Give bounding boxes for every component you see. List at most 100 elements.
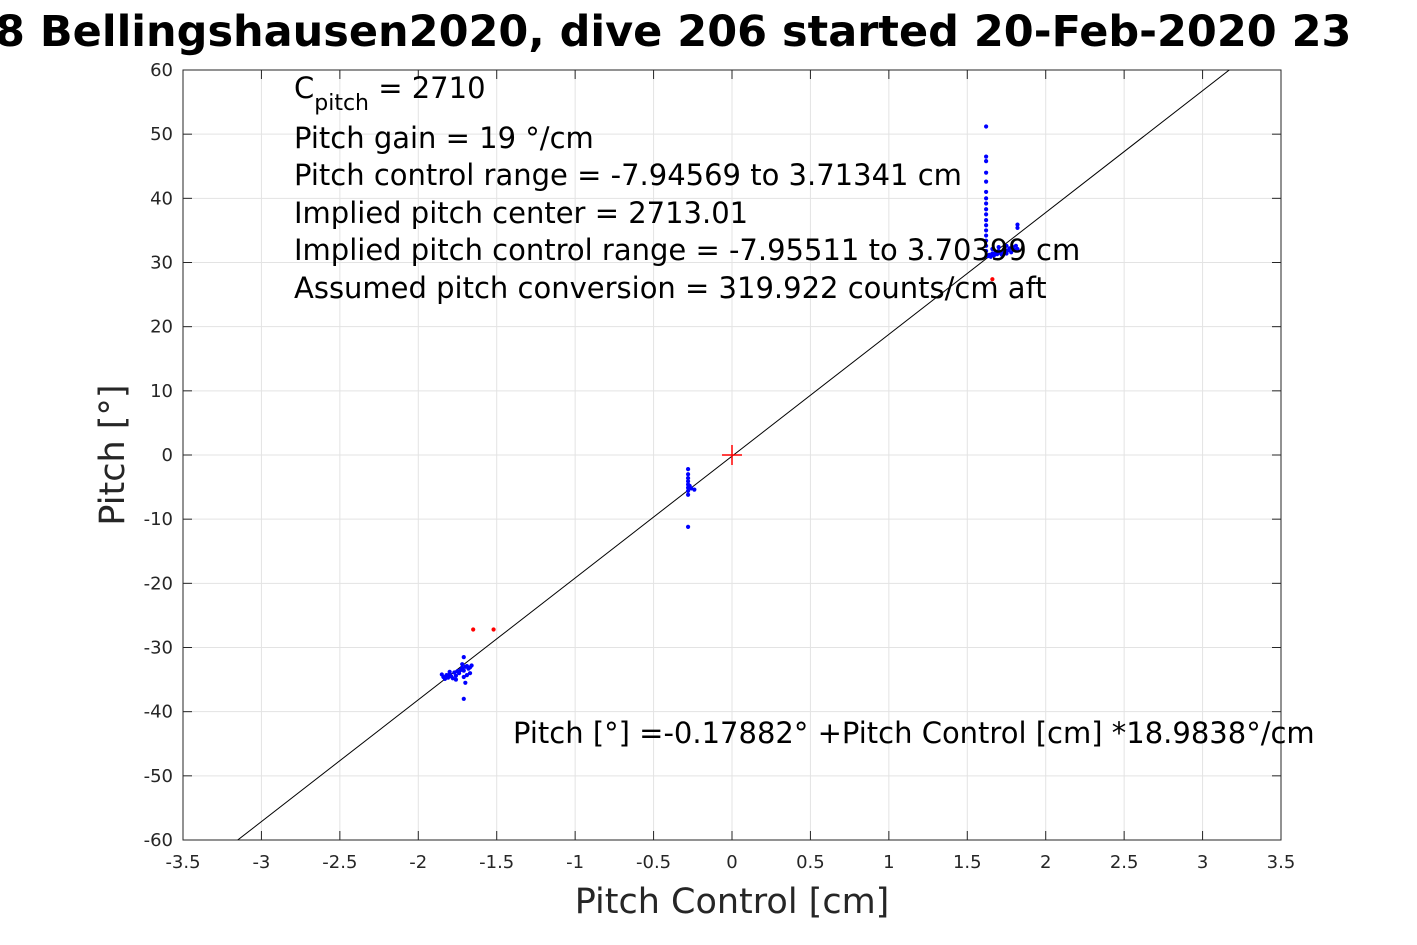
- x-tick-label: 1.5: [953, 852, 982, 873]
- data-point-blue: [984, 212, 989, 217]
- annotation-conversion: Assumed pitch conversion = 319.922 count…: [294, 271, 1047, 305]
- data-point-blue: [984, 154, 989, 159]
- y-tick-label: 60: [150, 60, 173, 81]
- data-point-blue: [461, 696, 466, 701]
- x-tick-label: 2.5: [1110, 852, 1139, 873]
- x-tick-labels: -3.5 -3 -2.5 -2 -1.5 -1 -0.5 0 0.5 1 1.5 2 2.5 3 3.5: [165, 852, 1295, 873]
- data-point-blue: [685, 479, 691, 484]
- data-point-blue: [453, 673, 459, 678]
- y-tick-label: 50: [150, 124, 173, 145]
- data-point-blue: [984, 223, 989, 228]
- x-tick-label: 2: [1040, 852, 1051, 873]
- data-point-blue: [984, 233, 989, 238]
- y-tick-label: -20: [144, 573, 173, 594]
- x-tick-label: 1: [883, 852, 894, 873]
- x-tick-label: -3: [252, 852, 270, 873]
- data-point-blue: [1015, 222, 1020, 227]
- data-point-red: [471, 627, 476, 632]
- data-point-blue: [990, 246, 995, 252]
- data-point-blue: [461, 668, 466, 673]
- data-point-red: [491, 627, 496, 632]
- data-point-blue: [984, 201, 989, 206]
- data-point-blue: [1015, 225, 1020, 230]
- annotation-implied-range: Implied pitch control range = -7.95511 t…: [294, 233, 1080, 267]
- data-point-blue: [984, 196, 989, 201]
- data-point-blue: [692, 487, 697, 492]
- x-tick-label: -2: [409, 852, 427, 873]
- x-tick-label: -1: [566, 852, 584, 873]
- data-point-blue: [984, 159, 989, 164]
- data-point-blue: [984, 207, 989, 212]
- data-point-blue: [994, 252, 1000, 257]
- x-axis-label: Pitch Control [cm]: [575, 882, 890, 922]
- data-point-blue: [685, 524, 691, 529]
- data-point-blue: [991, 253, 997, 258]
- data-point-blue: [1009, 250, 1014, 255]
- x-tick-label: 0: [726, 852, 737, 873]
- y-tick-label: 20: [150, 317, 173, 338]
- data-point-blue: [450, 676, 455, 681]
- chart-title: 8 Bellingshausen2020, dive 206 started 2…: [0, 7, 1351, 57]
- data-point-blue: [984, 218, 989, 223]
- data-point-blue: [984, 248, 989, 254]
- fit-equation: Pitch [°] =-0.17882° +Pitch Control [cm]…: [513, 716, 1315, 750]
- data-point-blue: [464, 672, 470, 678]
- x-tick-label: 3: [1197, 852, 1208, 873]
- data-point-blue: [984, 189, 989, 195]
- data-point-blue: [453, 677, 459, 682]
- x-tick-label: 3.5: [1267, 852, 1296, 873]
- data-point-blue: [988, 254, 993, 259]
- data-point-blue: [984, 170, 989, 175]
- data-point-blue: [685, 488, 691, 494]
- data-point-blue: [984, 243, 989, 248]
- data-points: [439, 124, 1020, 701]
- x-tick-label: -3.5: [165, 852, 200, 873]
- y-axis-label: Pitch [°]: [93, 384, 133, 525]
- x-tick-label: -1.5: [479, 852, 514, 873]
- y-tick-label: 30: [150, 253, 173, 274]
- data-point-blue: [984, 228, 989, 233]
- annotation-pitch-gain: Pitch gain = 19 °/cm: [294, 121, 594, 155]
- data-point-blue: [685, 467, 691, 472]
- y-tick-label: 40: [150, 188, 173, 209]
- data-point-blue: [461, 655, 466, 660]
- data-point-blue: [996, 245, 1001, 250]
- data-point-blue: [999, 252, 1004, 257]
- y-tick-label: -10: [144, 509, 173, 530]
- c-pitch-main: C: [294, 71, 314, 105]
- data-point-blue: [1002, 247, 1008, 252]
- data-point-blue: [685, 492, 691, 497]
- data-point-blue: [467, 671, 473, 676]
- y-tick-labels: -60 -50 -40 -30 -20 -10 0 10 20 30 40 50 60: [144, 60, 173, 851]
- annotation-block: Cpitch = 2710 Pitch gain = 19 °/cm Pitch…: [294, 71, 1080, 305]
- x-tick-label: 0.5: [796, 852, 825, 873]
- annotation-pitch-center: Implied pitch center = 2713.01: [294, 196, 748, 230]
- center-marker: [722, 445, 742, 465]
- annotation-c-pitch: Cpitch = 2710: [294, 71, 486, 116]
- x-tick-label: -0.5: [636, 852, 671, 873]
- c-pitch-sub: pitch: [314, 91, 369, 116]
- data-point-blue: [689, 486, 694, 491]
- data-point-blue: [463, 680, 468, 685]
- data-point-blue: [984, 238, 989, 243]
- axis-ticks: [182, 69, 1282, 841]
- data-point-blue: [1013, 243, 1019, 248]
- data-point-blue: [1004, 243, 1009, 248]
- y-tick-label: -30: [144, 638, 173, 659]
- data-point-blue: [984, 124, 989, 129]
- data-point-blue: [445, 675, 451, 680]
- y-tick-label: -50: [144, 766, 173, 787]
- x-tick-label: -2.5: [322, 852, 357, 873]
- data-point-blue: [456, 671, 462, 676]
- y-tick-label: -40: [144, 702, 173, 723]
- data-point-blue: [1004, 251, 1009, 256]
- data-point-blue: [1015, 246, 1020, 252]
- c-pitch-value: = 2710: [369, 71, 486, 105]
- data-point-blue: [1007, 246, 1012, 251]
- data-point-blue: [442, 676, 448, 682]
- y-tick-label: 10: [150, 381, 173, 402]
- data-point-blue: [984, 179, 989, 184]
- data-point-blue: [447, 669, 452, 674]
- data-point-blue: [685, 472, 691, 477]
